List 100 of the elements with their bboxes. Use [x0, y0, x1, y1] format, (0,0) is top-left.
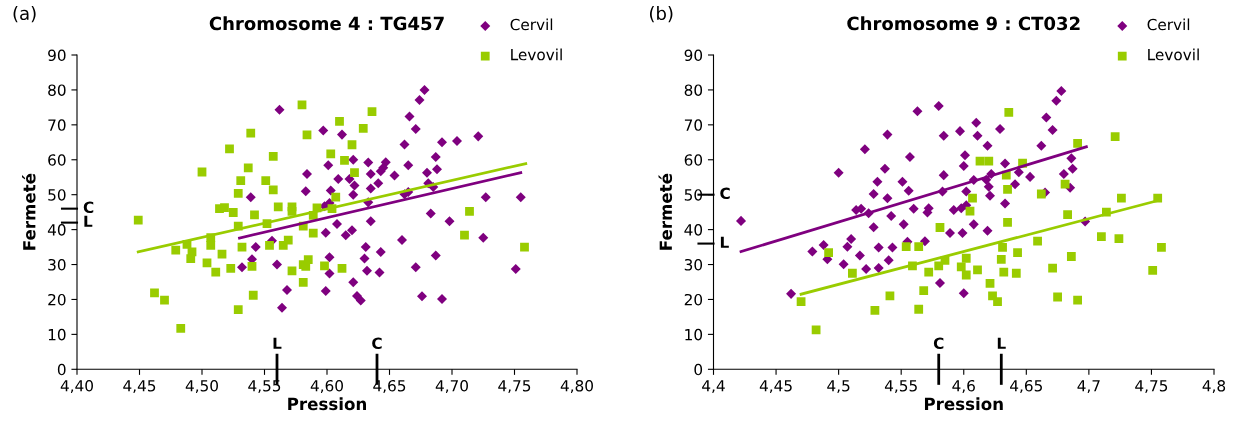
ref-line-label: C: [720, 187, 730, 200]
legend-label: Levovil: [1148, 48, 1199, 61]
x-axis-title: Pression: [288, 397, 366, 411]
x-tick-label: 4,65: [373, 379, 406, 394]
y-tick-label: 60: [684, 154, 703, 166]
y-tick-label: 40: [47, 224, 66, 236]
point: [811, 325, 821, 335]
point: [984, 156, 994, 166]
y-tick-label: 80: [48, 84, 66, 96]
point: [985, 279, 995, 288]
ref-line-label: L: [720, 236, 729, 248]
legend-label: Cervil: [1147, 18, 1190, 31]
point: [999, 267, 1009, 277]
y-tick-label: 90: [48, 49, 66, 62]
point: [961, 253, 971, 263]
y-tick-label: 50: [684, 189, 703, 201]
point: [961, 270, 971, 280]
point: [998, 243, 1007, 252]
point: [968, 193, 977, 203]
x-tick-label: 4,55: [248, 380, 281, 394]
point: [1148, 266, 1158, 275]
y-tick-label: 10: [48, 328, 66, 341]
point: [1003, 185, 1012, 194]
point: [1073, 295, 1083, 305]
x-tick-label: 4,6: [952, 379, 975, 394]
y-tick-label: 0: [694, 363, 703, 376]
point: [1004, 107, 1014, 117]
y-tick-label: 20: [48, 293, 66, 306]
y-tick-label: 60: [48, 154, 66, 166]
x-tick-label: 4,75: [498, 380, 531, 394]
point: [1036, 189, 1046, 199]
point: [914, 242, 924, 252]
point: [1097, 232, 1106, 241]
point: [956, 262, 966, 272]
point: [935, 223, 945, 232]
point: [1073, 138, 1083, 148]
x-tick-label: 4,65: [1010, 379, 1042, 394]
point: [1060, 179, 1070, 189]
x-tick-label: 4,80: [560, 379, 593, 394]
y-tick-label: 80: [684, 84, 703, 96]
y-tick-label: 20: [684, 293, 703, 306]
point: [1013, 248, 1022, 258]
y-tick-label: 0: [57, 363, 66, 376]
point: [870, 305, 880, 315]
y-tick-label: 30: [48, 259, 66, 271]
y-tick-label: 90: [684, 49, 703, 62]
x-tick-label: 4,40: [60, 379, 93, 394]
point: [796, 297, 806, 306]
x-tick-label: 4,75: [1135, 380, 1168, 394]
point: [993, 297, 1002, 306]
point: [1114, 234, 1124, 244]
text: (b): [649, 6, 673, 23]
x-axis-title: Pression: [924, 397, 1003, 411]
y-tick-label: 10: [685, 328, 703, 341]
point: [1053, 292, 1062, 302]
y-axis-title: Fermeté: [658, 173, 673, 250]
point: [1033, 236, 1042, 246]
point: [1117, 193, 1126, 203]
y-tick-label: 70: [48, 119, 66, 131]
point: [1110, 132, 1120, 142]
x-tick-label: 4,4: [702, 380, 725, 394]
point: [919, 286, 929, 296]
ref-line-label: C: [933, 337, 944, 350]
ref-line-label: C: [372, 337, 382, 350]
point: [1157, 243, 1166, 252]
x-tick-label: 4,45: [759, 380, 792, 394]
y-tick-label: 40: [684, 224, 703, 236]
point: [975, 156, 985, 166]
point: [824, 248, 834, 258]
chart-title: Chromosome 9 : CT032: [847, 16, 1080, 31]
point: [1048, 263, 1057, 273]
x-tick-label: 4,60: [310, 379, 343, 394]
x-tick-label: 4,55: [884, 380, 917, 394]
point: [914, 304, 924, 314]
x-tick-label: 4,8: [1202, 379, 1226, 394]
ref-line-label: C: [83, 201, 94, 214]
y-tick-label: 30: [684, 259, 703, 271]
point: [1066, 252, 1076, 261]
x-tick-label: 4,45: [123, 380, 156, 394]
x-tick-label: 4,50: [185, 379, 218, 394]
point: [924, 267, 934, 277]
point: [1003, 217, 1012, 227]
point: [996, 254, 1006, 264]
y-tick-label: 50: [48, 189, 66, 201]
ref-line-label: L: [997, 337, 1006, 349]
text: (a): [13, 6, 36, 23]
point: [1063, 210, 1072, 219]
x-tick-label: 4,70: [435, 379, 468, 394]
legend-label: Cervil: [510, 18, 553, 31]
point: [901, 242, 911, 252]
legend-label: Levovil: [511, 48, 562, 61]
chart-title: Chromosome 4 : TG457: [209, 16, 444, 31]
y-axis-title: Fermeté: [22, 173, 36, 250]
point: [1011, 268, 1021, 278]
ref-line-label: L: [84, 215, 93, 227]
point: [973, 265, 982, 275]
x-tick-label: 4,7: [1077, 380, 1100, 394]
x-tick-label: 4,5: [827, 380, 850, 394]
ref-line-label: L: [273, 337, 282, 349]
y-tick-label: 70: [684, 119, 703, 131]
